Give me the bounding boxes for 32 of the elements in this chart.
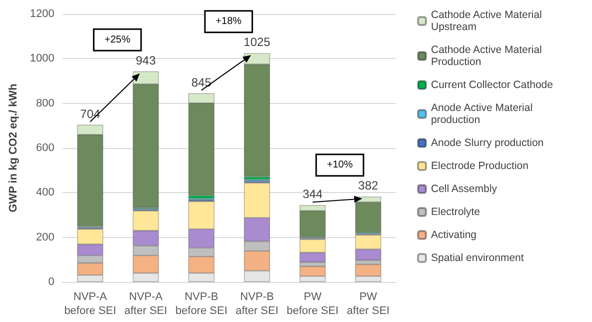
y-tick-label: 400 (36, 186, 54, 199)
x-tick-label: PW after SEI (346, 291, 390, 317)
legend-label: Activating (431, 229, 477, 241)
legend-label: Spatial environment (431, 252, 524, 264)
legend-label: Anode Slurry production (431, 137, 544, 149)
total-label: 943 (136, 53, 156, 68)
legend-label: Cathode Active Material Upstream (431, 9, 545, 33)
annotation: +18% (216, 16, 242, 28)
legend-label: Current Collector Cathode (431, 79, 554, 91)
x-tick-label: PW before SEI (286, 291, 339, 317)
total-label: 344 (302, 187, 323, 202)
legend-label: Anode Active Material production (431, 102, 536, 126)
annotation: +10% (326, 160, 353, 171)
annotation: +25% (104, 34, 130, 46)
x-tick-label: NVP-A after SEI (124, 291, 168, 317)
y-tick-label: 0 (48, 276, 54, 288)
x-tick-label: NVP-B after SEI (236, 291, 278, 317)
total-label: 845 (191, 75, 212, 90)
x-tick-label: NVP-B before SEI (175, 291, 228, 317)
y-axis-title: GWP in kg CO2 eq./ kWh (8, 83, 20, 212)
total-label: 382 (358, 178, 379, 193)
x-tick-label: NVP-A before SEI (64, 291, 116, 317)
y-tick-label: 600 (36, 142, 54, 154)
legend-label: Electrolyte (431, 206, 480, 218)
y-tick-label: 200 (36, 231, 54, 244)
total-label: 1025 (244, 35, 271, 50)
y-tick-label: 1000 (30, 52, 54, 65)
legend-label: Electrode Production (431, 160, 529, 172)
y-tick-label: 800 (36, 97, 54, 110)
legend-label: Cell Assembly (431, 183, 498, 195)
y-tick-label: 1200 (30, 8, 54, 20)
legend-label: Cathode Active Material Production (431, 44, 545, 68)
